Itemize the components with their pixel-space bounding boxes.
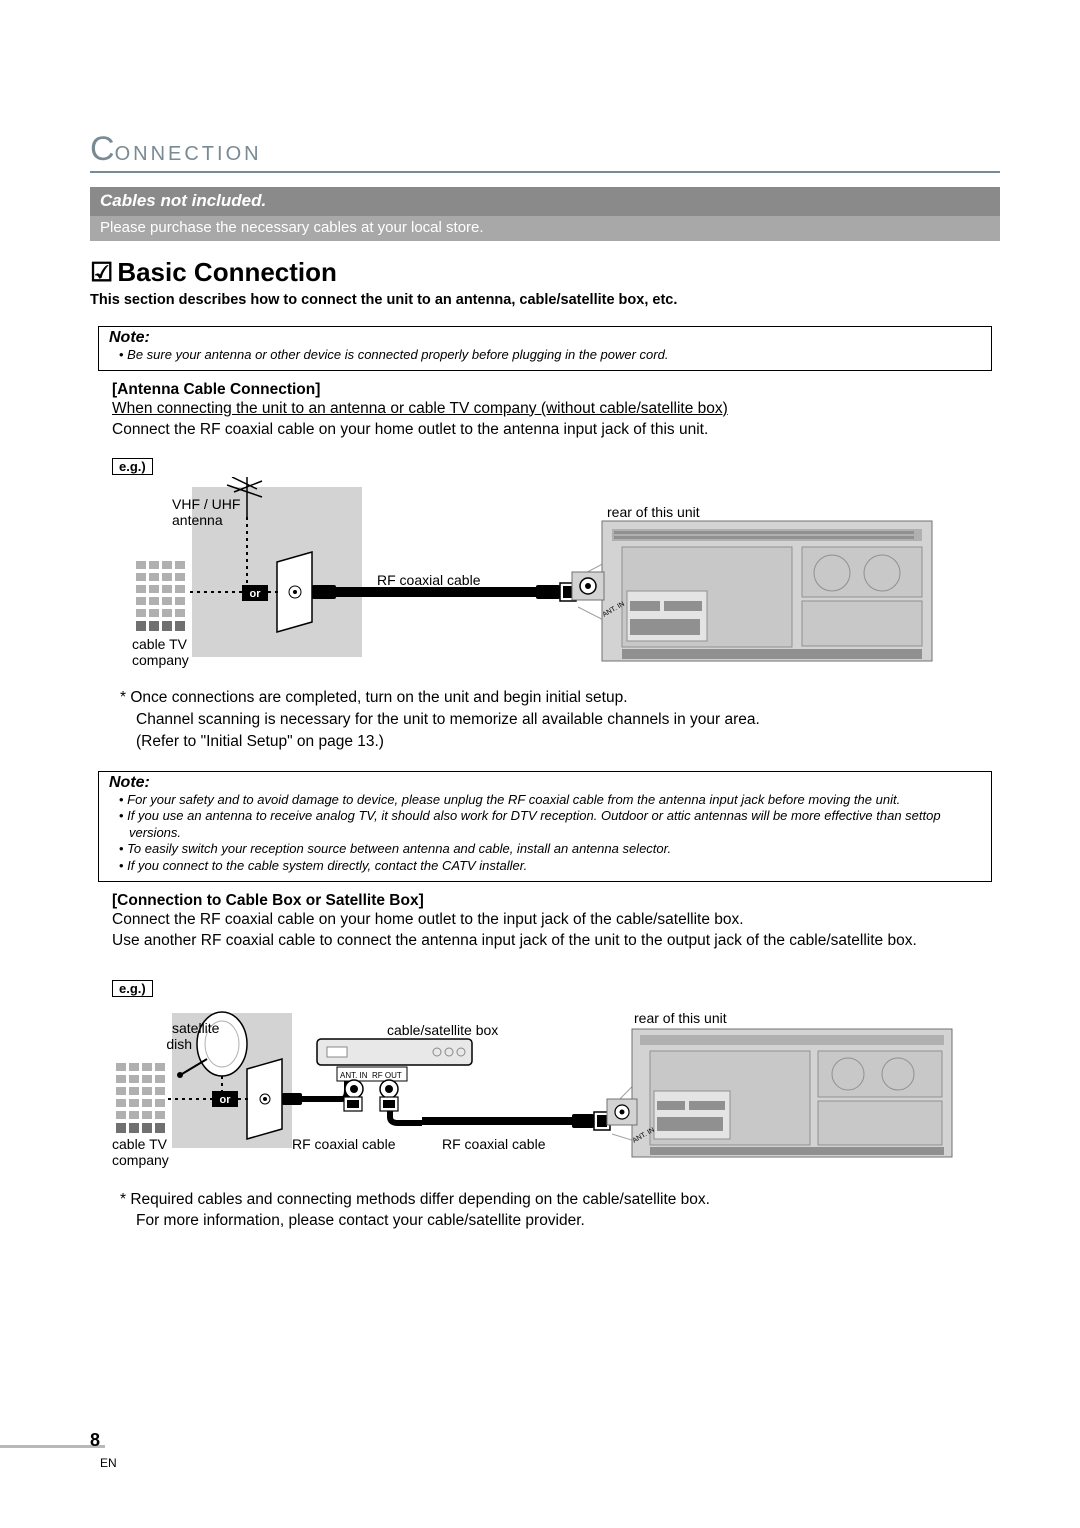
section-title: ☑ Basic Connection <box>90 257 1000 288</box>
checkbox-icon: ☑ <box>90 257 113 288</box>
star-note-1: * Once connections are completed, turn o… <box>120 687 978 752</box>
chapter-rest: ONNECTION <box>115 143 262 165</box>
antenna-subhead: [Antenna Cable Connection] <box>112 381 1000 399</box>
svg-text:cable TV: cable TV <box>112 1136 168 1152</box>
svg-text:satellite: satellite <box>172 1020 220 1036</box>
antenna-line2: Connect the RF coaxial cable on your hom… <box>112 420 1000 441</box>
figure-1: e.g.) or <box>112 458 978 677</box>
antenna-line1: When connecting the unit to an antenna o… <box>112 399 1000 420</box>
catbox-line1: Connect the RF coaxial cable on your hom… <box>112 910 1000 931</box>
svg-text:RF coaxial cable: RF coaxial cable <box>442 1136 546 1152</box>
eg-label: e.g.) <box>112 980 153 997</box>
diagram-catbox: or ANT. IN RF OUT <box>112 999 972 1179</box>
diagram-antenna: or <box>112 477 972 677</box>
figure-2: e.g.) or <box>112 980 978 1179</box>
note-item: To easily switch your reception source b… <box>119 841 981 858</box>
svg-text:RF OUT: RF OUT <box>372 1071 402 1080</box>
notice-subtitle: Please purchase the necessary cables at … <box>90 216 1000 241</box>
chapter-capital: C <box>90 130 115 168</box>
svg-text:antenna: antenna <box>172 512 223 528</box>
catbox-line2: Use another RF coaxial cable to connect … <box>112 931 1000 952</box>
note-item: For your safety and to avoid damage to d… <box>119 792 981 809</box>
svg-text:VHF / UHF: VHF / UHF <box>172 496 240 512</box>
eg-label: e.g.) <box>112 458 153 475</box>
svg-text:cable/satellite box: cable/satellite box <box>387 1022 498 1038</box>
svg-text:RF coaxial cable: RF coaxial cable <box>292 1136 396 1152</box>
note-box-2: Note: For your safety and to avoid damag… <box>98 771 992 882</box>
note-label: Note: <box>109 774 981 792</box>
chapter-header: CONNECTION <box>90 130 1000 173</box>
svg-text:rear of this unit: rear of this unit <box>634 1010 727 1026</box>
page-footer: 8 EN <box>90 1430 117 1472</box>
note-box-1: Note: Be sure your antenna or other devi… <box>98 326 992 371</box>
page-lang: EN <box>100 1456 117 1470</box>
svg-text:company: company <box>132 652 189 668</box>
section-intro: This section describes how to connect th… <box>90 292 1000 308</box>
svg-text:company: company <box>112 1152 169 1168</box>
note-list-1: Be sure your antenna or other device is … <box>109 347 981 364</box>
svg-text:dish: dish <box>166 1036 192 1052</box>
note-item: Be sure your antenna or other device is … <box>119 347 981 364</box>
star-note-2: * Required cables and connecting methods… <box>120 1189 978 1232</box>
note-list-2: For your safety and to avoid damage to d… <box>109 792 981 875</box>
svg-text:or: or <box>220 1094 232 1106</box>
catbox-subhead: [Connection to Cable Box or Satellite Bo… <box>112 892 1000 910</box>
svg-text:ANT. IN: ANT. IN <box>340 1071 368 1080</box>
svg-text:cable TV: cable TV <box>132 636 188 652</box>
page-number: 8 <box>90 1430 100 1450</box>
notice-title: Cables not included. <box>90 187 1000 216</box>
note-item: If you use an antenna to receive analog … <box>119 808 981 841</box>
svg-text:RF coaxial cable: RF coaxial cable <box>377 572 481 588</box>
note-label: Note: <box>109 329 981 347</box>
section-title-text: Basic Connection <box>117 257 337 288</box>
svg-text:or: or <box>250 588 262 600</box>
star2-text: Required cables and connecting methods d… <box>130 1191 710 1230</box>
svg-text:rear of this unit: rear of this unit <box>607 504 700 520</box>
note-item: If you connect to the cable system direc… <box>119 858 981 875</box>
star1-text: Once connections are completed, turn on … <box>130 689 759 749</box>
